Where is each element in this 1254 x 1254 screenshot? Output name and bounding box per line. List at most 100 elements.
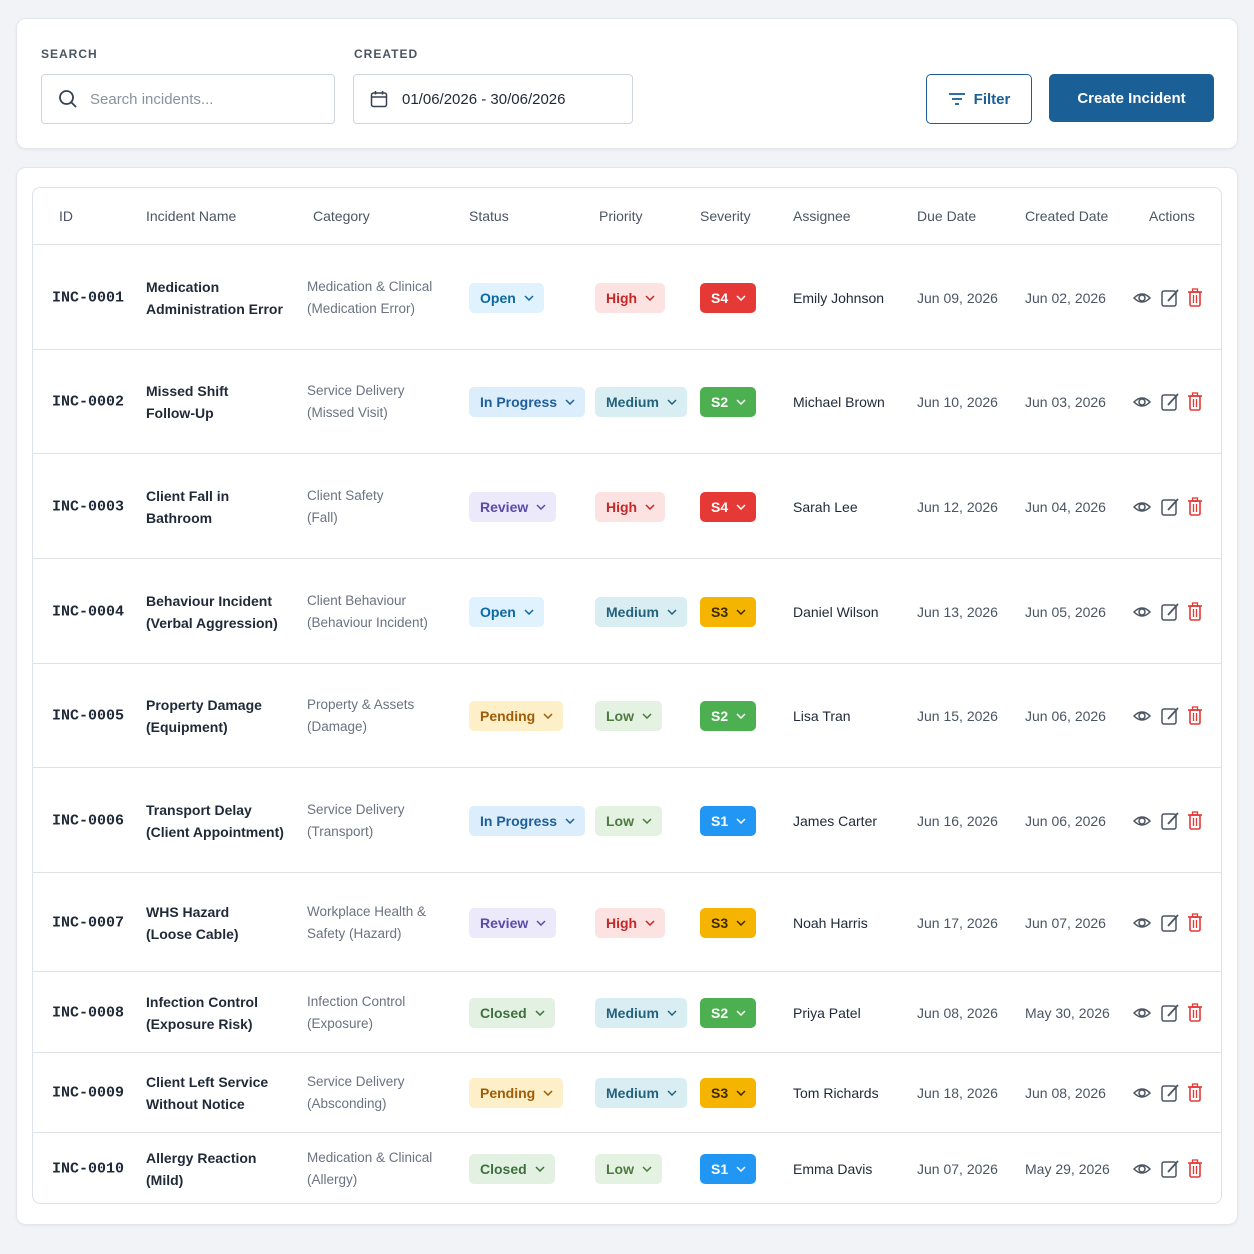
severity-badge[interactable]: S3	[700, 907, 757, 938]
delete-icon[interactable]	[1188, 1159, 1202, 1178]
date-input[interactable]: 01/06/2026 - 30/06/2026	[353, 74, 633, 124]
table-row: INC-0002 Missed Shift Follow-Up Service Del…	[33, 349, 1221, 454]
edit-icon[interactable]	[1161, 913, 1179, 932]
priority-cell: High	[595, 282, 666, 313]
delete-icon[interactable]	[1188, 810, 1202, 830]
view-icon[interactable]	[1132, 501, 1152, 512]
edit-icon[interactable]	[1161, 1003, 1179, 1022]
edit-icon[interactable]	[1161, 393, 1179, 411]
chevron	[667, 608, 677, 615]
delete-icon[interactable]	[1188, 287, 1202, 307]
priority-badge[interactable]: Low	[595, 701, 662, 731]
action-icons	[1132, 601, 1202, 621]
delete-icon[interactable]	[1188, 706, 1202, 725]
action-icons	[1132, 1002, 1202, 1022]
view-icon[interactable]	[1132, 1164, 1152, 1174]
status-badge[interactable]: Open	[469, 596, 544, 627]
name-line: Transport Delay	[146, 801, 252, 818]
priority-label: Low	[606, 708, 634, 724]
category-line: Property & Assets	[307, 697, 415, 712]
priority-badge[interactable]: High	[595, 907, 666, 938]
status-badge[interactable]: Pending	[469, 1078, 564, 1108]
chevron	[536, 503, 546, 510]
name-line: (Mild)	[146, 1172, 184, 1188]
view-icon[interactable]	[1132, 917, 1152, 928]
chevron	[736, 608, 746, 615]
priority-badge[interactable]: Medium	[595, 997, 687, 1028]
category-line: Client Safety	[307, 487, 384, 503]
delete-icon[interactable]	[1188, 496, 1202, 516]
status-badge[interactable]: Closed	[469, 997, 555, 1028]
priority-badge[interactable]: High	[595, 282, 666, 313]
category-line: (Damage)	[307, 719, 368, 734]
status-badge[interactable]: In Progress	[469, 387, 586, 417]
delete-icon[interactable]	[1188, 1083, 1202, 1102]
status-badge[interactable]: Closed	[469, 1154, 555, 1184]
category: Client Safety (Fall)	[307, 485, 384, 529]
view-icon[interactable]	[1132, 292, 1152, 303]
status-cell: In Progress	[469, 387, 586, 417]
status-badge[interactable]: In Progress	[469, 805, 586, 836]
edit-icon[interactable]	[1161, 707, 1179, 725]
view-icon[interactable]	[1132, 606, 1152, 617]
status-badge[interactable]: Pending	[469, 701, 564, 731]
priority-badge[interactable]: Low	[595, 805, 662, 836]
edit-icon[interactable]	[1161, 1160, 1179, 1178]
severity-label: S2	[711, 1004, 729, 1021]
category: Client Behaviour (Behaviour Incident)	[307, 590, 428, 634]
priority-label: Medium	[606, 394, 659, 410]
view-icon[interactable]	[1132, 1088, 1152, 1098]
status-badge[interactable]: Open	[469, 282, 544, 313]
assignee: Noah Harris	[793, 914, 868, 931]
priority-badge[interactable]: High	[595, 491, 666, 522]
severity-label: S3	[711, 1085, 729, 1101]
priority-badge[interactable]: Medium	[595, 1078, 687, 1108]
edit-icon[interactable]	[1161, 1084, 1179, 1102]
severity-badge[interactable]: S1	[700, 1154, 757, 1184]
delete-icon[interactable]	[1188, 601, 1202, 621]
edit-icon[interactable]	[1161, 811, 1179, 830]
assignee: Emma Davis	[793, 1161, 873, 1177]
severity-badge[interactable]: S2	[700, 387, 757, 417]
due-date: Jun 10, 2026	[917, 394, 998, 410]
search-input[interactable]: Search incidents...	[41, 74, 335, 124]
severity-badge[interactable]: S1	[700, 805, 757, 836]
filter-label: Filter	[973, 90, 1011, 108]
status-badge[interactable]: Review	[469, 907, 557, 938]
status-badge[interactable]: Review	[469, 491, 557, 522]
assignee: Tom Richards	[793, 1085, 879, 1101]
column-header: Assignee	[793, 208, 851, 224]
chevron	[543, 1090, 553, 1096]
severity-badge[interactable]: S3	[700, 1078, 757, 1108]
action-icons	[1132, 810, 1202, 830]
column-header: ID	[59, 208, 73, 224]
status-cell: In Progress	[469, 805, 586, 836]
severity-badge[interactable]: S2	[700, 997, 757, 1028]
delete-icon[interactable]	[1188, 912, 1202, 932]
create-button[interactable]: Create Incident	[1049, 74, 1214, 122]
incident-name: Infection Control (Exposure Risk)	[146, 991, 258, 1035]
edit-icon[interactable]	[1161, 288, 1179, 307]
view-icon[interactable]	[1132, 711, 1152, 721]
severity-badge[interactable]: S3	[700, 596, 757, 627]
severity-badge[interactable]: S4	[700, 282, 757, 313]
view-icon[interactable]	[1132, 397, 1152, 407]
severity-badge[interactable]: S2	[700, 701, 757, 731]
incident-name: WHS Hazard (Loose Cable)	[146, 901, 239, 945]
created-date: Jun 06, 2026	[1025, 812, 1106, 829]
severity-label: S3	[711, 914, 729, 931]
severity-badge[interactable]: S4	[700, 491, 757, 522]
view-icon[interactable]	[1132, 815, 1152, 826]
edit-icon[interactable]	[1161, 497, 1179, 516]
view-icon[interactable]	[1132, 1007, 1152, 1018]
filter-button[interactable]: Filter	[926, 74, 1032, 124]
priority-label: High	[606, 289, 638, 306]
delete-icon[interactable]	[1188, 392, 1202, 411]
priority-badge[interactable]: Low	[595, 1154, 662, 1184]
delete-icon[interactable]	[1188, 1002, 1202, 1022]
priority-badge[interactable]: Medium	[595, 387, 687, 417]
table-row: INC-0007 WHS Hazard (Loose Cable) Workplace…	[33, 872, 1221, 972]
priority-badge[interactable]: Medium	[595, 596, 687, 627]
edit-icon[interactable]	[1161, 602, 1179, 621]
incident-id: INC-0003	[52, 498, 125, 515]
